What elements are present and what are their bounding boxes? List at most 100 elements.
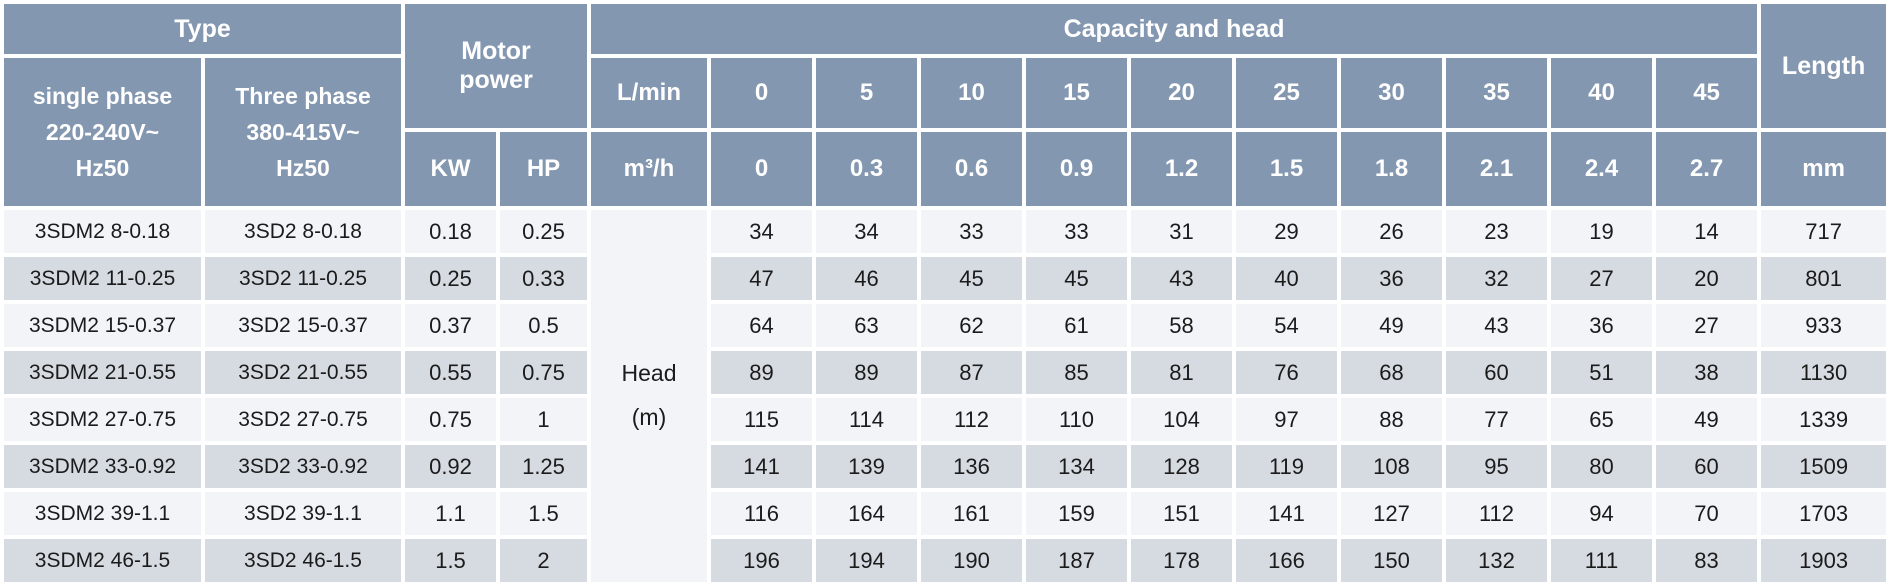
head-value: 127 bbox=[1341, 492, 1442, 535]
head-value: 33 bbox=[1026, 210, 1127, 253]
head-value: 112 bbox=[1446, 492, 1547, 535]
flow-lmin-cell: 0 bbox=[711, 58, 812, 128]
length-value: 717 bbox=[1761, 210, 1887, 253]
model-single-phase: 3SDM2 15-0.37 bbox=[4, 304, 201, 347]
flow-m3h-cell: 0 bbox=[711, 132, 812, 206]
head-value: 112 bbox=[921, 398, 1022, 441]
head-value: 97 bbox=[1236, 398, 1337, 441]
kw-value: 0.55 bbox=[405, 351, 496, 394]
head-value: 85 bbox=[1026, 351, 1127, 394]
model-single-phase: 3SDM2 8-0.18 bbox=[4, 210, 201, 253]
spec-rows: 3SDM2 8-0.18 3SD2 8-0.18 0.18 0.25 Head (m) 34… bbox=[4, 210, 1887, 582]
length-value: 1509 bbox=[1761, 445, 1887, 488]
head-value: 161 bbox=[921, 492, 1022, 535]
length-value: 933 bbox=[1761, 304, 1887, 347]
head-value: 76 bbox=[1236, 351, 1337, 394]
head-value: 196 bbox=[711, 539, 812, 582]
flow-lmin-cell: 40 bbox=[1551, 58, 1652, 128]
single-phase-line-2: 220-240V~ bbox=[45, 118, 160, 145]
kw-value: 0.25 bbox=[405, 257, 496, 300]
head-value: 114 bbox=[816, 398, 917, 441]
flow-m3h-cell: 1.2 bbox=[1131, 132, 1232, 206]
length-value: 801 bbox=[1761, 257, 1887, 300]
kw-value: 0.92 bbox=[405, 445, 496, 488]
model-three-phase: 3SD2 15-0.37 bbox=[205, 304, 401, 347]
head-value: 119 bbox=[1236, 445, 1337, 488]
kw-value: 1.1 bbox=[405, 492, 496, 535]
head-value: 43 bbox=[1446, 304, 1547, 347]
hp-value: 1.25 bbox=[500, 445, 587, 488]
head-value: 23 bbox=[1446, 210, 1547, 253]
three-phase-line-3: Hz50 bbox=[276, 155, 330, 182]
head-value: 46 bbox=[816, 257, 917, 300]
table-row: 3SDM2 27-0.75 3SD2 27-0.75 0.75 1 115 114 112 1… bbox=[4, 398, 1887, 441]
head-value: 64 bbox=[711, 304, 812, 347]
head-value: 65 bbox=[1551, 398, 1652, 441]
head-value: 89 bbox=[816, 351, 917, 394]
head-value: 47 bbox=[711, 257, 812, 300]
head-value: 104 bbox=[1131, 398, 1232, 441]
head-value: 166 bbox=[1236, 539, 1337, 582]
head-value: 63 bbox=[816, 304, 917, 347]
length-value: 1703 bbox=[1761, 492, 1887, 535]
model-three-phase: 3SD2 27-0.75 bbox=[205, 398, 401, 441]
kw-value: 0.18 bbox=[405, 210, 496, 253]
model-three-phase: 3SD2 8-0.18 bbox=[205, 210, 401, 253]
flow-lmin-cell: 5 bbox=[816, 58, 917, 128]
head-value: 43 bbox=[1131, 257, 1232, 300]
table-row: 3SDM2 15-0.37 3SD2 15-0.37 0.37 0.5 64 63 62 61… bbox=[4, 304, 1887, 347]
model-single-phase: 3SDM2 27-0.75 bbox=[4, 398, 201, 441]
head-value: 178 bbox=[1131, 539, 1232, 582]
head-value: 60 bbox=[1656, 445, 1758, 488]
type-header: Type bbox=[4, 4, 401, 54]
hp-value: 0.5 bbox=[500, 304, 587, 347]
kw-value: 1.5 bbox=[405, 539, 496, 582]
head-value: 139 bbox=[816, 445, 917, 488]
capacity-head-header: Capacity and head bbox=[591, 4, 1758, 54]
model-three-phase: 3SD2 21-0.55 bbox=[205, 351, 401, 394]
head-unit-line-2: (m) bbox=[631, 404, 667, 430]
head-value: 45 bbox=[921, 257, 1022, 300]
head-value: 60 bbox=[1446, 351, 1547, 394]
head-value: 45 bbox=[1026, 257, 1127, 300]
head-value: 49 bbox=[1341, 304, 1442, 347]
head-value: 36 bbox=[1341, 257, 1442, 300]
flow-lmin-cell: 25 bbox=[1236, 58, 1337, 128]
head-value: 31 bbox=[1131, 210, 1232, 253]
flow-m3h-cell: 2.1 bbox=[1446, 132, 1547, 206]
length-value: 1903 bbox=[1761, 539, 1887, 582]
head-value: 88 bbox=[1341, 398, 1442, 441]
hp-value: 2 bbox=[500, 539, 587, 582]
head-value: 194 bbox=[816, 539, 917, 582]
head-value: 128 bbox=[1131, 445, 1232, 488]
head-value: 29 bbox=[1236, 210, 1337, 253]
head-value: 132 bbox=[1446, 539, 1547, 582]
head-value: 34 bbox=[711, 210, 812, 253]
head-value: 94 bbox=[1551, 492, 1652, 535]
model-single-phase: 3SDM2 21-0.55 bbox=[4, 351, 201, 394]
head-value: 159 bbox=[1026, 492, 1127, 535]
model-three-phase: 3SD2 46-1.5 bbox=[205, 539, 401, 582]
head-value: 77 bbox=[1446, 398, 1547, 441]
table-row: 3SDM2 39-1.1 3SD2 39-1.1 1.1 1.5 116 164 161 15… bbox=[4, 492, 1887, 535]
head-value: 141 bbox=[711, 445, 812, 488]
head-value: 111 bbox=[1551, 539, 1652, 582]
kw-value: 0.37 bbox=[405, 304, 496, 347]
head-value: 51 bbox=[1551, 351, 1652, 394]
table-row: 3SDM2 8-0.18 3SD2 8-0.18 0.18 0.25 Head (m) 34… bbox=[4, 210, 1887, 582]
head-value: 33 bbox=[921, 210, 1022, 253]
table-row: 3SDM2 11-0.25 3SD2 11-0.25 0.25 0.33 47 46 45 4… bbox=[4, 257, 1887, 300]
motor-power-label: Motor power bbox=[459, 37, 533, 94]
flow-m3h-cell: 0.3 bbox=[816, 132, 917, 206]
head-value: 61 bbox=[1026, 304, 1127, 347]
hp-value: 1 bbox=[500, 398, 587, 441]
hp-value: 0.75 bbox=[500, 351, 587, 394]
hp-header: HP bbox=[500, 132, 587, 206]
flow-m3h-cell: 1.8 bbox=[1341, 132, 1442, 206]
three-phase-line-1: Three phase bbox=[235, 82, 371, 109]
flow-lmin-cell: 30 bbox=[1341, 58, 1442, 128]
flow-lmin-cell: 10 bbox=[921, 58, 1022, 128]
head-value: 80 bbox=[1551, 445, 1652, 488]
head-value: 32 bbox=[1446, 257, 1547, 300]
flow-m3h-cell: 2.4 bbox=[1551, 132, 1652, 206]
